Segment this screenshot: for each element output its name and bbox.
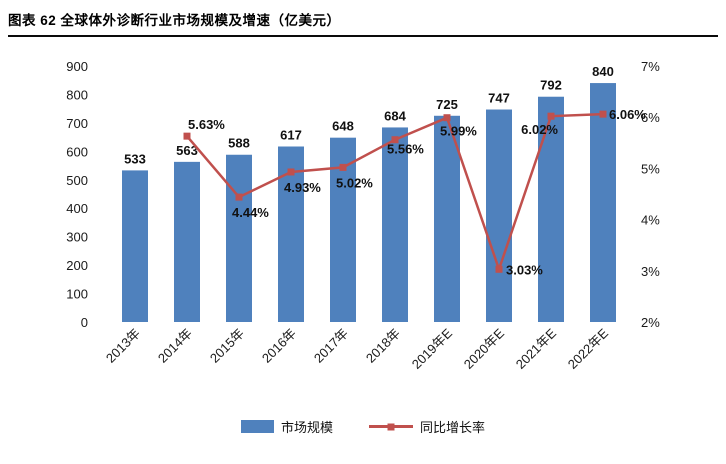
right-axis-tick: 5% bbox=[641, 161, 660, 176]
bar-value-label: 747 bbox=[488, 91, 510, 106]
left-axis-tick: 0 bbox=[81, 315, 88, 330]
bar-2018年[interactable] bbox=[382, 127, 408, 322]
x-axis-label: 2022年E bbox=[565, 325, 612, 372]
legend-item-growth-rate[interactable]: 同比增长率 bbox=[369, 417, 485, 436]
line-series-marker bbox=[387, 423, 395, 430]
bar-value-label: 840 bbox=[592, 64, 614, 79]
legend-label-growth-rate: 同比增长率 bbox=[420, 420, 486, 435]
line-series-swatch bbox=[369, 423, 413, 430]
x-axis-label: 2020年E bbox=[461, 325, 508, 372]
left-axis-tick: 100 bbox=[66, 287, 88, 302]
left-axis-tick: 500 bbox=[66, 173, 88, 188]
left-axis-tick: 300 bbox=[66, 230, 88, 245]
left-axis-tick: 900 bbox=[66, 59, 88, 74]
bar-2022年E[interactable] bbox=[590, 83, 616, 322]
figure-title: 图表 62 全球体外诊断行业市场规模及增速（亿美元） bbox=[8, 13, 341, 28]
bar-value-label: 648 bbox=[332, 119, 354, 134]
line-marker[interactable] bbox=[339, 163, 347, 171]
growth-value-label: 6.02% bbox=[521, 122, 558, 137]
x-axis-label: 2013年 bbox=[103, 326, 143, 366]
bar-2014年[interactable] bbox=[174, 161, 200, 322]
line-marker[interactable] bbox=[235, 193, 243, 201]
growth-value-label: 5.02% bbox=[336, 175, 373, 190]
legend-label-market-size: 市场规模 bbox=[280, 420, 333, 435]
line-marker[interactable] bbox=[287, 168, 295, 176]
bar-value-label: 588 bbox=[228, 136, 250, 151]
right-axis-tick: 7% bbox=[641, 59, 660, 74]
growth-value-label: 5.99% bbox=[440, 124, 477, 139]
line-marker[interactable] bbox=[547, 112, 555, 120]
line-marker[interactable] bbox=[443, 114, 451, 122]
right-axis-tick: 4% bbox=[641, 213, 660, 228]
growth-value-label: 5.63% bbox=[188, 117, 225, 132]
bar-value-label: 617 bbox=[280, 127, 302, 142]
growth-value-label: 3.03% bbox=[506, 262, 543, 277]
bar-2020年E[interactable] bbox=[486, 109, 512, 323]
line-marker[interactable] bbox=[495, 265, 503, 273]
left-axis-tick: 200 bbox=[66, 258, 88, 273]
x-axis-label: 2021年E bbox=[513, 325, 560, 372]
x-axis-label: 2015年 bbox=[207, 326, 247, 366]
bar-value-label: 684 bbox=[384, 108, 406, 123]
right-axis-tick: 2% bbox=[641, 315, 660, 330]
bar-2021年E[interactable] bbox=[538, 96, 564, 322]
figure-header: 图表 62 全球体外诊断行业市场规模及增速（亿美元） bbox=[8, 0, 718, 37]
line-marker[interactable] bbox=[599, 110, 607, 118]
growth-value-label: 6.06% bbox=[609, 107, 646, 122]
growth-value-label: 4.44% bbox=[232, 205, 269, 220]
left-axis-tick: 600 bbox=[66, 144, 88, 159]
combo-chart: 0 100 200 300 400 500 600 700 800 900 2% 3% 4% 5% 6% 7%… bbox=[66, 59, 660, 372]
bar-series-swatch bbox=[240, 420, 274, 433]
legend-item-market-size[interactable]: 市场规模 bbox=[240, 417, 333, 436]
bar-value-label: 533 bbox=[124, 151, 146, 166]
line-marker[interactable] bbox=[183, 132, 191, 140]
bar-value-label: 792 bbox=[540, 78, 562, 93]
x-axis-label: 2018年 bbox=[363, 326, 403, 366]
growth-value-label: 5.56% bbox=[387, 142, 424, 157]
left-axis-tick: 800 bbox=[66, 87, 88, 102]
bar-2019年E[interactable] bbox=[434, 115, 460, 323]
line-marker[interactable] bbox=[391, 136, 399, 144]
bar-2013年[interactable] bbox=[122, 170, 148, 322]
left-axis-tick: 700 bbox=[66, 116, 88, 131]
x-axis-label: 2014年 bbox=[155, 326, 195, 366]
right-axis-tick: 3% bbox=[641, 264, 660, 279]
left-axis-tick: 400 bbox=[66, 201, 88, 216]
bar-value-label: 725 bbox=[436, 97, 458, 112]
x-axis-label: 2016年 bbox=[259, 326, 299, 366]
growth-value-label: 4.93% bbox=[284, 180, 321, 195]
x-axis-label: 2017年 bbox=[311, 326, 351, 366]
bar-2015年[interactable] bbox=[226, 154, 252, 322]
bar-value-label: 563 bbox=[176, 143, 198, 158]
x-axis-label: 2019年E bbox=[409, 325, 456, 372]
right-axis-tick: 6% bbox=[641, 110, 660, 125]
legend: 市场规模 同比增长率 bbox=[0, 417, 726, 436]
